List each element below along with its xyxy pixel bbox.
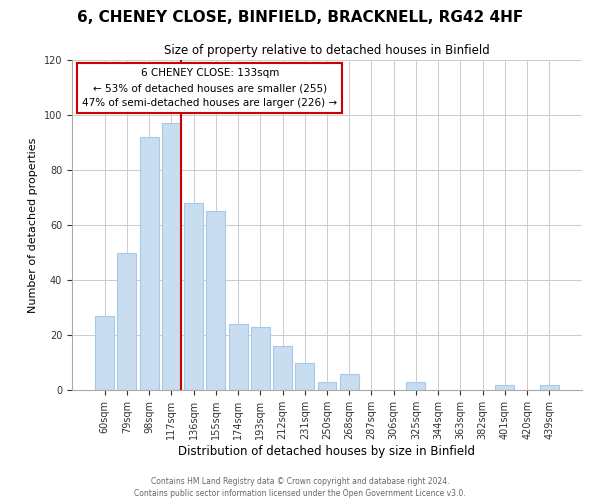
Title: Size of property relative to detached houses in Binfield: Size of property relative to detached ho…	[164, 44, 490, 58]
Bar	[273, 346, 292, 390]
Bar	[540, 384, 559, 390]
Bar	[251, 327, 270, 390]
Bar	[496, 384, 514, 390]
Bar	[140, 137, 158, 390]
X-axis label: Distribution of detached houses by size in Binfield: Distribution of detached houses by size …	[179, 444, 476, 458]
Bar	[206, 211, 225, 390]
Bar	[295, 362, 314, 390]
Bar	[95, 316, 114, 390]
Bar	[184, 203, 203, 390]
Bar	[406, 382, 425, 390]
Bar	[118, 252, 136, 390]
Bar	[340, 374, 359, 390]
Bar	[229, 324, 248, 390]
Bar	[317, 382, 337, 390]
Text: 6, CHENEY CLOSE, BINFIELD, BRACKNELL, RG42 4HF: 6, CHENEY CLOSE, BINFIELD, BRACKNELL, RG…	[77, 10, 523, 25]
Bar	[162, 123, 181, 390]
Text: Contains HM Land Registry data © Crown copyright and database right 2024.
Contai: Contains HM Land Registry data © Crown c…	[134, 476, 466, 498]
Text: 6 CHENEY CLOSE: 133sqm
← 53% of detached houses are smaller (255)
47% of semi-de: 6 CHENEY CLOSE: 133sqm ← 53% of detached…	[82, 68, 337, 108]
Y-axis label: Number of detached properties: Number of detached properties	[28, 138, 38, 312]
